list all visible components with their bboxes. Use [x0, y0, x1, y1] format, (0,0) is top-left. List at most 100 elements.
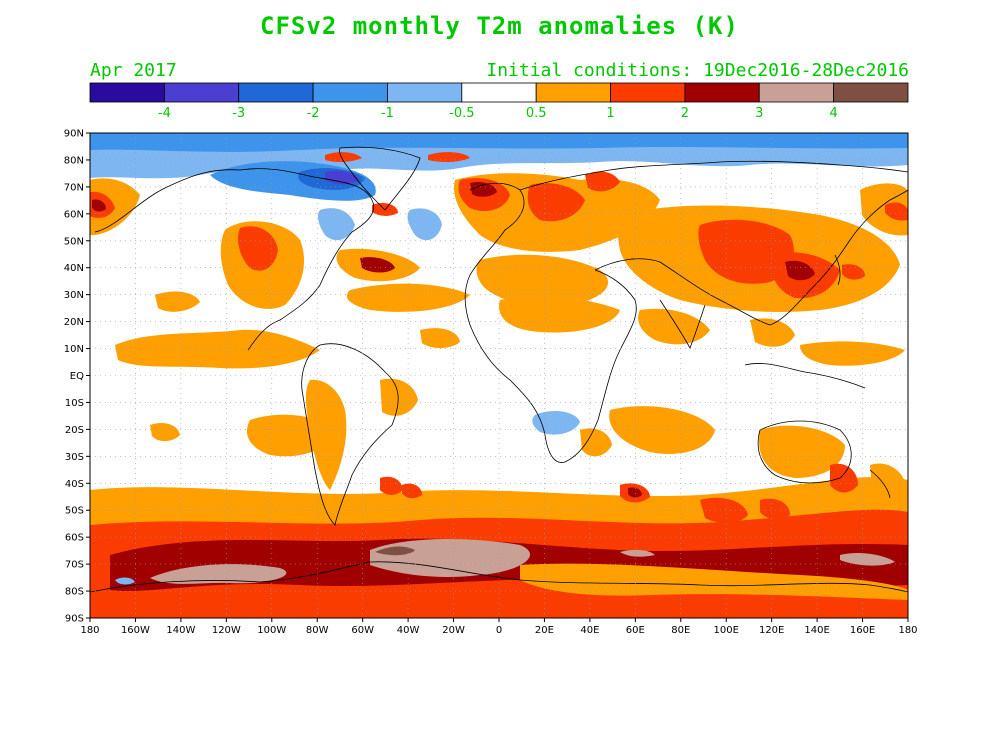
- lon-tick-label: 180: [898, 625, 917, 636]
- colorbar-tick-label: -2: [307, 106, 320, 121]
- lat-tick-label: 70S: [65, 560, 84, 571]
- lat-tick-label: 50S: [65, 506, 84, 517]
- svalbard-red: [428, 152, 470, 163]
- east-asia-darkred: [785, 260, 815, 281]
- east-atlantic-warm: [420, 328, 460, 349]
- australia-red: [830, 463, 858, 493]
- atlantic-warm-band: [346, 283, 470, 312]
- arctic-cold-core: [90, 133, 908, 152]
- coastlines: [90, 146, 908, 593]
- lon-tick-label: 100E: [714, 625, 739, 636]
- coast-greenland: [339, 146, 421, 211]
- atlantic-cold: [407, 208, 442, 241]
- lon-tick-label: 80W: [306, 625, 329, 636]
- colorbar-tick-label: 4: [829, 106, 837, 121]
- coast-indonesia: [744, 363, 866, 389]
- south-pacific-west-warm: [150, 423, 180, 442]
- lat-tick-label: 10N: [64, 344, 84, 355]
- lon-tick-label: 60E: [626, 625, 645, 636]
- lat-tick-label: 30S: [65, 452, 84, 463]
- colorbar-tick-label: -3: [232, 106, 245, 121]
- coast-australia: [757, 420, 852, 484]
- colorbar-tick-label: 3: [755, 106, 763, 121]
- lat-tick-label: 20S: [65, 425, 84, 436]
- tan-anomaly-west: [150, 564, 287, 584]
- western-us-red: [238, 226, 278, 271]
- grid-lines: [90, 133, 908, 618]
- south-indian-darkred: [628, 487, 642, 498]
- indochina-warm: [750, 318, 795, 347]
- colorbar-tick-label: -4: [158, 106, 171, 121]
- australia-warm: [759, 425, 845, 478]
- coast-arctic-russia: [519, 160, 908, 191]
- lon-tick-label: 140E: [804, 625, 829, 636]
- hudson-cold: [317, 208, 355, 241]
- west-pacific-warm: [800, 341, 905, 366]
- colorbar-tick-label: 1: [606, 106, 614, 121]
- greenland-warm: [325, 152, 362, 163]
- coast-antarctica: [90, 561, 908, 593]
- new-zealand-warm: [870, 463, 905, 494]
- pacific-warm-subtrop: [115, 329, 320, 369]
- lat-tick-label: 60N: [64, 209, 84, 220]
- lon-tick-label: 120E: [759, 625, 784, 636]
- bering-warm: [860, 183, 908, 236]
- coast-new-zealand: [869, 469, 891, 499]
- lon-tick-label: 160W: [121, 625, 150, 636]
- lat-tick-label: 90N: [64, 129, 84, 140]
- lon-tick-label: 20E: [535, 625, 554, 636]
- lon-tick-label: 80E: [671, 625, 690, 636]
- lon-tick-label: 40E: [580, 625, 599, 636]
- lat-tick-label: 70N: [64, 182, 84, 193]
- pacific-northeast-red: [842, 264, 865, 280]
- coast-japan: [834, 254, 841, 286]
- lon-tick-label: 40W: [397, 625, 420, 636]
- lat-tick-label: 80N: [64, 155, 84, 166]
- colorbar-tick-label: 2: [681, 106, 689, 121]
- pacific-warm-north: [155, 291, 200, 312]
- lat-tick-label: 10S: [65, 398, 84, 409]
- alaska-warm: [90, 178, 140, 235]
- lat-tick-label: 20N: [64, 317, 84, 328]
- lat-tick-label: 60S: [65, 533, 84, 544]
- colorbar-tick-label: 0.5: [526, 106, 547, 121]
- chart-title: CFSv2 monthly T2m anomalies (K): [260, 12, 739, 40]
- lon-tick-label: 160E: [850, 625, 875, 636]
- south-america-warm: [305, 379, 347, 490]
- southern-ocean-red-1: [700, 497, 748, 523]
- coast-asia: [594, 189, 908, 326]
- lat-tick-label: 90S: [65, 614, 84, 625]
- tan-anomaly-mid: [620, 549, 655, 557]
- canada-cold-deep: [325, 170, 360, 185]
- eastern-us-darkred: [360, 257, 395, 273]
- lat-tick-label: 40N: [64, 263, 84, 274]
- south-atlantic-red-2: [402, 483, 422, 499]
- south-atlantic-warm: [380, 378, 418, 416]
- lon-tick-label: 120W: [212, 625, 241, 636]
- tan-anomaly-east: [840, 552, 895, 566]
- lat-tick-label: 50N: [64, 236, 84, 247]
- cold-spot-southwest: [115, 577, 135, 585]
- coast-north-america: [94, 168, 375, 351]
- colorbar-tick-label: -1: [381, 106, 394, 121]
- lat-tick-label: EQ: [70, 371, 84, 382]
- lon-tick-label: 0: [496, 625, 502, 636]
- south-indian-warm: [609, 406, 715, 454]
- brown-anomaly-center: [375, 546, 415, 556]
- lon-tick-label: 180: [80, 625, 99, 636]
- lon-tick-label: 60W: [351, 625, 374, 636]
- coast-south-america: [301, 343, 399, 526]
- lon-tick-label: 100W: [257, 625, 286, 636]
- latitude-labels: 90N 80N 70N 60N 50N 40N 30N 20N 10N EQ 10S 20S 30S 40…: [64, 129, 90, 625]
- south-atlantic-red-1: [380, 476, 403, 495]
- longitude-labels: 180 160W 140W 120W 100W 80W 60W 40W 20W 0 20E 40E 60…: [80, 618, 918, 636]
- lat-tick-label: 30N: [64, 290, 84, 301]
- bering-red: [885, 202, 908, 221]
- coast-india: [659, 299, 706, 349]
- lat-tick-label: 40S: [65, 479, 84, 490]
- siberia-red: [585, 171, 620, 192]
- colorbar: -4 -3 -2 -1 -0.5 0.5 1 2 3 4: [89, 82, 909, 121]
- valid-month-label: Apr 2017: [90, 60, 177, 81]
- russia-red: [527, 183, 585, 222]
